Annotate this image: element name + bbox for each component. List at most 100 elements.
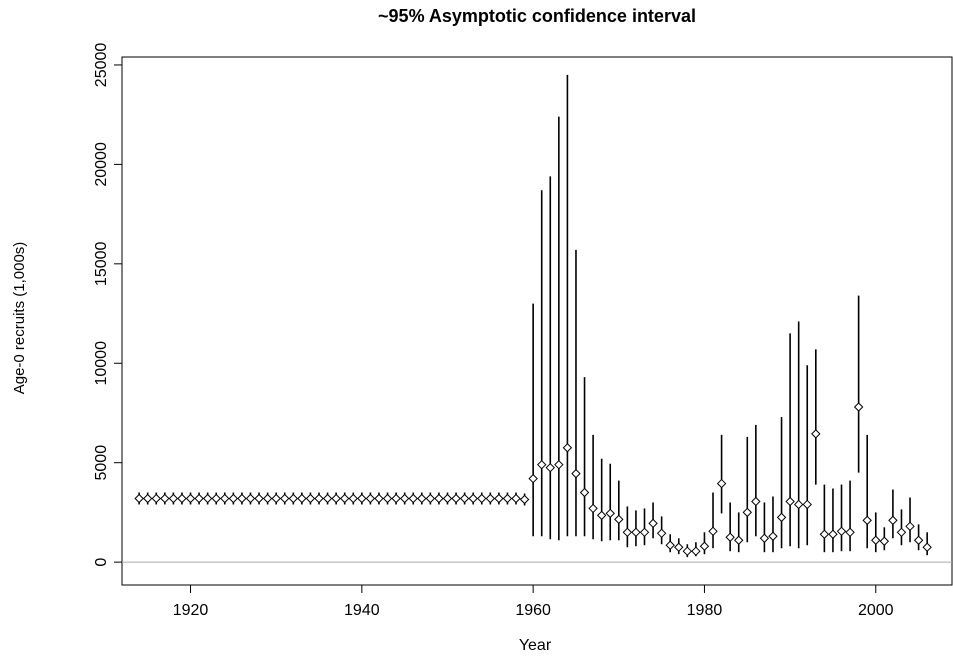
point-marker [896, 527, 907, 538]
point-marker [185, 493, 196, 504]
x-tick-label: 1940 [344, 602, 380, 619]
point-marker [665, 540, 675, 550]
point-marker [408, 493, 418, 504]
point-marker [245, 493, 256, 504]
point-marker [888, 515, 898, 526]
point-marker [451, 493, 461, 504]
x-tick-label: 1960 [515, 602, 551, 619]
point-marker [365, 493, 376, 504]
y-tick-label: 0 [93, 558, 110, 567]
point-marker [759, 533, 770, 543]
point-marker [682, 546, 693, 556]
point-marker [562, 443, 573, 453]
point-marker [537, 459, 547, 470]
point-marker [262, 493, 273, 504]
point-marker [588, 503, 598, 514]
point-marker [545, 462, 555, 473]
point-marker [853, 402, 864, 412]
point-marker [322, 493, 333, 504]
point-marker [502, 493, 513, 504]
point-marker [716, 478, 727, 489]
point-marker [254, 493, 264, 504]
point-marker [674, 542, 684, 552]
point-marker [142, 493, 153, 504]
point-marker [913, 535, 924, 545]
point-marker [202, 493, 213, 504]
point-marker [331, 493, 341, 504]
point-marker [220, 493, 230, 504]
point-marker [871, 535, 881, 545]
point-marker [477, 493, 487, 504]
point-marker [177, 493, 187, 504]
y-tick-label: 25000 [93, 43, 110, 88]
point-marker [348, 493, 358, 504]
point-marker [417, 493, 427, 504]
point-marker [614, 514, 624, 525]
point-marker [434, 493, 444, 504]
y-tick-label: 15000 [93, 241, 110, 286]
point-marker [648, 518, 658, 529]
point-marker [211, 493, 221, 504]
point-marker [622, 527, 633, 538]
point-marker [339, 493, 350, 504]
point-marker [742, 507, 752, 518]
point-marker [297, 493, 307, 504]
point-marker [776, 512, 787, 523]
point-marker [271, 493, 281, 504]
point-marker [288, 493, 299, 504]
y-axis-label: Age-0 recruits (1,000s) [11, 242, 28, 395]
point-marker [571, 468, 581, 479]
point-marker [554, 459, 564, 470]
point-marker [725, 532, 735, 542]
point-marker [528, 473, 538, 484]
point-marker [194, 493, 204, 504]
point-marker [442, 493, 453, 504]
point-marker [357, 493, 367, 504]
point-marker [785, 496, 795, 507]
point-marker [579, 487, 590, 498]
point-marker [596, 510, 607, 521]
point-marker [228, 493, 239, 504]
point-marker [399, 493, 410, 504]
point-marker [134, 493, 144, 504]
point-marker [314, 493, 324, 504]
point-marker [751, 496, 761, 507]
point-marker [845, 527, 855, 538]
point-marker [382, 493, 393, 504]
point-marker [819, 529, 830, 539]
point-marker [828, 529, 838, 539]
point-marker [708, 526, 718, 537]
point-marker [168, 493, 179, 504]
point-marker [691, 546, 701, 556]
point-marker [459, 493, 470, 504]
point-marker [862, 515, 872, 526]
point-marker [374, 493, 384, 504]
plot-frame [121, 56, 953, 586]
point-marker [494, 493, 504, 504]
point-marker [280, 493, 290, 504]
point-marker [511, 493, 521, 504]
y-tick-label: 10000 [93, 341, 110, 386]
point-marker [656, 528, 667, 539]
point-marker [485, 493, 496, 504]
point-marker [734, 535, 744, 545]
x-tick-label: 2000 [858, 602, 894, 619]
point-marker [836, 526, 847, 537]
point-marker [605, 508, 615, 519]
x-tick-label: 1920 [173, 602, 209, 619]
point-marker [631, 527, 641, 538]
point-marker [519, 494, 530, 505]
x-tick-label: 1980 [687, 602, 723, 619]
point-marker [802, 499, 812, 510]
point-marker [639, 527, 650, 538]
point-marker [922, 542, 932, 552]
point-marker [811, 429, 821, 439]
point-marker [793, 499, 804, 510]
point-marker [905, 521, 915, 532]
x-axis-label: Year [519, 637, 552, 654]
point-marker [699, 541, 710, 551]
chart-title: ~95% Asymptotic confidence interval [378, 6, 696, 26]
point-marker [237, 493, 247, 504]
